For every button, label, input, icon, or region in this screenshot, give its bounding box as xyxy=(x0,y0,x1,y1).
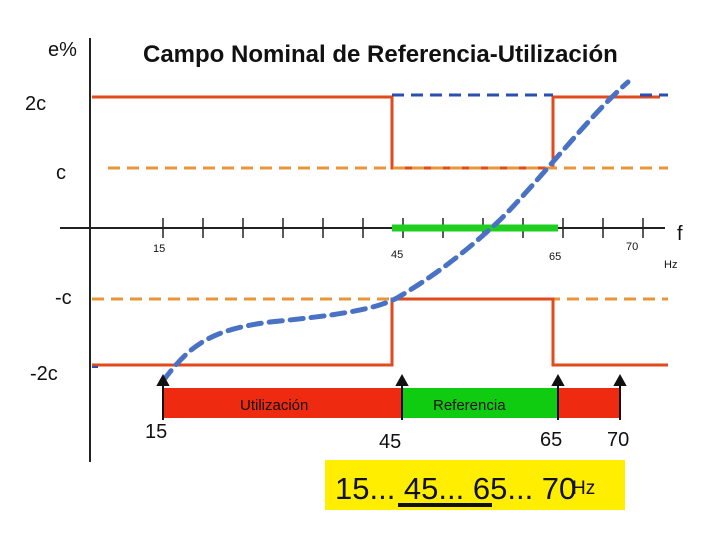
upper-limit-line xyxy=(92,95,660,170)
f-axis-label: f xyxy=(677,223,683,245)
utilization-curve xyxy=(160,79,631,384)
hz-axis-label: Hz xyxy=(664,259,677,271)
tick-label-65: 65 xyxy=(549,251,561,263)
summary-box xyxy=(325,460,625,510)
tick-label-70: 70 xyxy=(626,241,638,253)
page-title: Campo Nominal de Referencia-Utilización xyxy=(143,41,618,68)
axis-ticks xyxy=(162,218,644,238)
tick-label-15: 15 xyxy=(153,243,165,255)
referencia-bar xyxy=(402,388,558,418)
referencia-label: Referencia xyxy=(433,397,506,414)
utilizacion-bar xyxy=(163,388,402,418)
marker-label-65: 65 xyxy=(540,429,562,451)
marker-label-70: 70 xyxy=(607,429,629,451)
level-label-minus-2c: -2c xyxy=(30,363,58,385)
marker-label-45: 45 xyxy=(379,431,401,453)
marker-label-15: 15 xyxy=(145,421,167,443)
level-label-minus-c: -c xyxy=(55,287,72,309)
summary-sequence: 15... 45... 65... 70 xyxy=(335,471,576,506)
marker-arrows xyxy=(156,373,627,420)
utilizacion-label: Utilización xyxy=(240,397,308,414)
level-label-c: c xyxy=(56,162,66,184)
tick-label-45: 45 xyxy=(391,249,403,261)
y-axis-label: e% xyxy=(48,39,77,61)
lower-limit-line xyxy=(92,297,668,367)
level-label-2c: 2c xyxy=(25,93,46,115)
summary-unit: Hz xyxy=(572,478,595,499)
upper-utilizacion-bar xyxy=(558,388,620,418)
